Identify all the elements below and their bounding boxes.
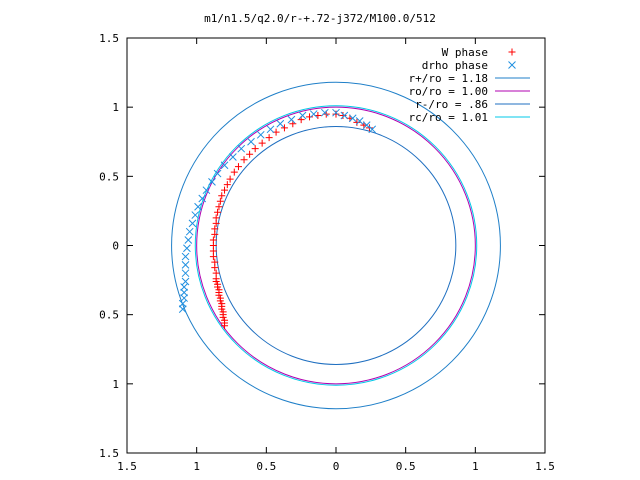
w-phase-point-28	[212, 214, 220, 222]
drho-phase-point-6	[181, 269, 190, 278]
legend-marker-1	[508, 61, 516, 69]
x-tick-label-5: 1	[472, 460, 479, 473]
w-phase-point-18	[212, 269, 220, 277]
drho-phase-point-12	[188, 219, 197, 228]
drho-phase-point-15	[198, 194, 207, 203]
circle-3	[194, 105, 478, 386]
w-phase-point-50	[332, 110, 340, 118]
x-tick-label-6: 1.5	[535, 460, 555, 473]
y-tick-label-2: 0.5	[99, 170, 119, 183]
y-tick-label-5: 1	[112, 378, 119, 391]
drho-phase-point-20	[229, 153, 237, 161]
drho-phase-point-32	[348, 114, 357, 123]
w-phase-point-37	[234, 163, 242, 171]
drho-phase-point-17	[208, 178, 216, 186]
plot-axes: 1.5 1 0.5 0 0.5 1 1.51.510.500.511.5	[99, 32, 555, 473]
drho-phase-point-30	[332, 108, 340, 117]
legend-label-3: ro/ro = 1.00	[409, 85, 488, 98]
drho-phase-point-34	[362, 121, 371, 130]
w-phase-point-34	[223, 181, 231, 189]
w-phase-point-32	[218, 192, 226, 200]
w-phase-point-39	[246, 150, 254, 158]
circle-1	[196, 106, 476, 385]
drho-phase-point-8	[181, 252, 190, 261]
w-phase-point-35	[226, 175, 234, 183]
legend-label-1: drho phase	[422, 59, 488, 72]
w-phase-point-24	[209, 236, 217, 244]
chart-title: m1/n1.5/q2.0/r-+.72-j372/M100.0/512	[204, 12, 436, 25]
legend-marker-0	[508, 48, 516, 56]
reference-circles	[171, 81, 501, 410]
drho-phase-point-22	[247, 137, 255, 146]
drho-phase-point-13	[191, 211, 200, 219]
w-phase-point-53	[353, 118, 361, 126]
y-tick-label-4: 0.5	[99, 309, 119, 322]
w-phase-point-42	[265, 134, 273, 142]
drho-phase-point-27	[298, 111, 307, 120]
circle-2	[215, 126, 457, 365]
w-phase-point-51	[339, 111, 347, 119]
drho-phase-point-7	[181, 261, 190, 269]
drho-phase-point-1	[178, 299, 187, 308]
drho-phase-point-5	[181, 277, 190, 286]
w-phase-point-47	[306, 113, 314, 121]
legend-label-2: r+/ro = 1.18	[409, 72, 488, 85]
circle-0	[171, 81, 501, 410]
legend-label-5: rc/ro = 1.01	[409, 111, 488, 124]
data-series	[178, 108, 377, 330]
w-phase-point-30	[215, 203, 223, 211]
x-tick-label-2: 0.5	[256, 460, 276, 473]
w-phase-point-29	[214, 208, 222, 216]
drho-phase-point-0	[178, 305, 187, 313]
y-tick-label-1: 1	[112, 101, 119, 114]
x-tick-label-3: 0	[333, 460, 340, 473]
drho-phase-point-4	[180, 283, 188, 291]
drho-phase-point-2	[180, 294, 188, 302]
drho-phase-point-35	[368, 125, 377, 134]
drho-phase-point-26	[287, 115, 296, 124]
drho-phase-point-16	[202, 186, 211, 195]
w-phase-point-36	[230, 168, 238, 176]
x-tick-label-4: 0.5	[396, 460, 416, 473]
drho-phase-point-24	[266, 125, 275, 134]
drho-phase-point-9	[183, 244, 191, 253]
drho-phase-point-18	[213, 169, 222, 178]
drho-phase-point-28	[309, 110, 318, 118]
w-phase-point-20	[211, 258, 219, 266]
w-phase-point-41	[258, 139, 266, 147]
legend-label-0: W phase	[442, 46, 488, 59]
drho-phase-point-29	[320, 108, 329, 117]
drho-phase-point-23	[256, 130, 265, 139]
w-phase-point-38	[240, 156, 248, 164]
x-tick-label-0: 1.5	[117, 460, 137, 473]
drho-phase-point-25	[276, 119, 285, 128]
w-phase-point-44	[280, 124, 288, 132]
drho-phase-point-19	[220, 161, 229, 170]
y-tick-label-0: 1.5	[99, 32, 119, 45]
w-phase-point-26	[211, 225, 219, 233]
w-phase-point-33	[221, 186, 229, 194]
drho-phase-point-31	[340, 111, 349, 120]
w-phase-point-40	[251, 145, 259, 153]
y-tick-label-6: 1.5	[99, 447, 119, 460]
drho-phase-point-14	[194, 202, 202, 211]
legend-label-4: r-/ro = .86	[415, 98, 488, 111]
drho-phase-point-10	[184, 236, 193, 244]
w-phase-point-31	[216, 197, 224, 205]
y-tick-label-3: 0	[112, 240, 119, 253]
drho-phase-point-11	[185, 227, 194, 236]
drho-phase-point-21	[237, 144, 246, 153]
drho-phase-point-3	[180, 288, 188, 297]
x-tick-label-1: 1	[193, 460, 200, 473]
drho-phase-point-33	[355, 117, 364, 125]
